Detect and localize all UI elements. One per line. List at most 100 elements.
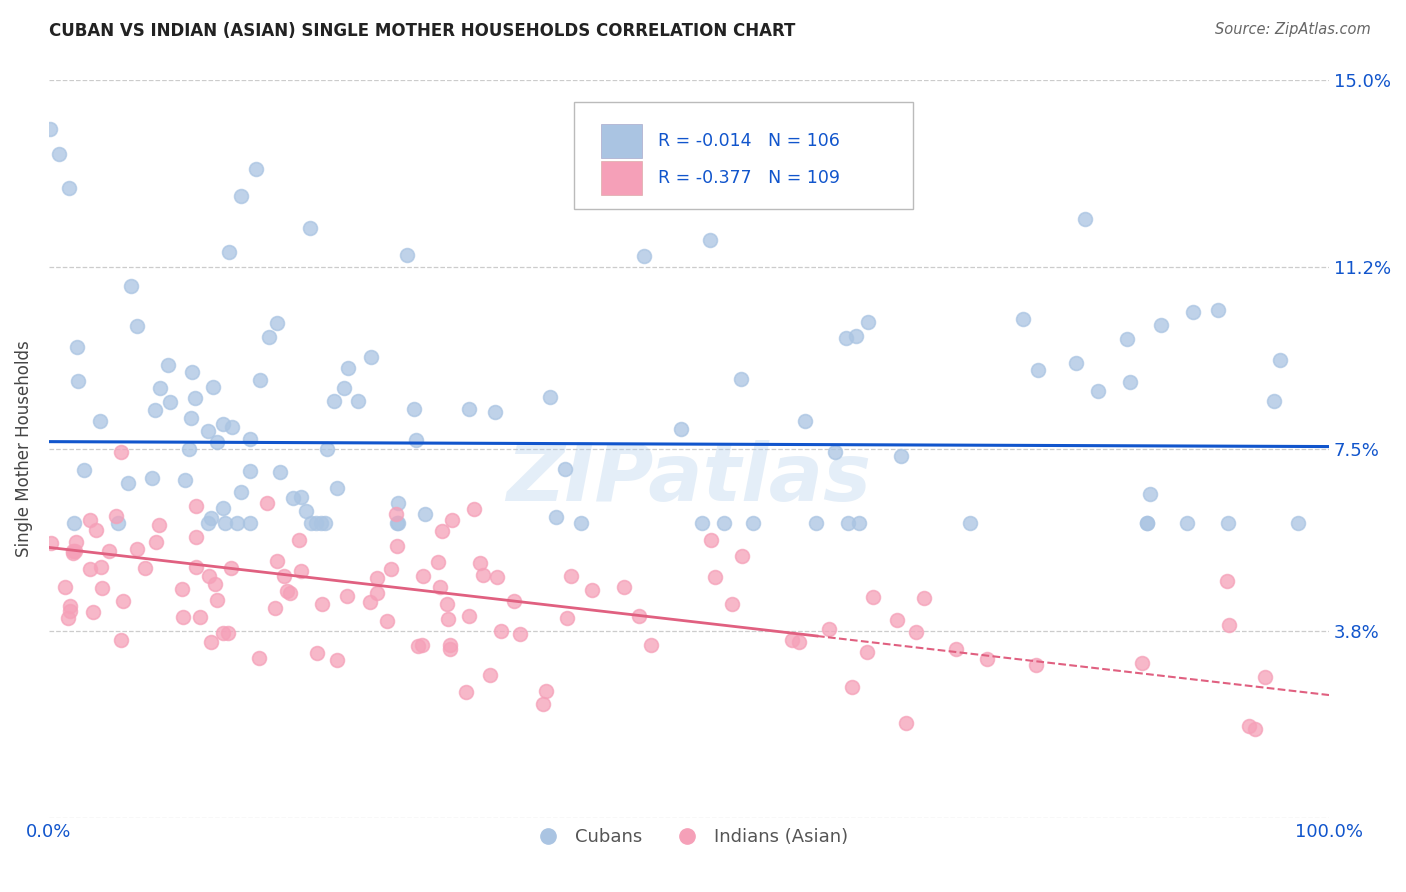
Point [721,597,744,611]
Point [458,608,481,623]
Point [412,568,434,582]
Point [156,359,179,373]
Point [360,350,382,364]
Point [613,580,636,594]
Point [127,319,149,334]
Point [406,639,429,653]
Point [1263,393,1285,408]
Point [184,499,207,513]
Point [110,444,132,458]
Point [38,122,60,136]
Point [1012,312,1035,326]
Point [366,585,388,599]
Point [1216,516,1239,530]
Point [560,569,582,583]
Point [62,546,84,560]
Point [824,444,846,458]
Point [479,668,502,682]
Point [314,516,336,530]
Point [120,279,142,293]
Point [536,683,558,698]
Point [581,583,603,598]
Point [197,425,219,439]
Point [204,576,226,591]
Point [239,464,262,478]
Point [110,633,132,648]
Point [862,590,884,604]
Point [633,249,655,263]
Point [841,681,863,695]
Point [346,393,368,408]
Point [489,624,512,638]
Point [1175,516,1198,530]
Point [1150,318,1173,333]
Point [295,504,318,518]
Point [1119,375,1142,389]
Point [411,639,433,653]
Text: R = -0.014   N = 106: R = -0.014 N = 106 [658,132,841,150]
Point [806,516,828,530]
Point [173,473,195,487]
Point [793,414,815,428]
Point [58,611,80,625]
Point [436,597,458,611]
Point [231,189,253,203]
Point [380,562,402,576]
Point [107,516,129,530]
Point [1026,363,1049,377]
Point [143,403,166,417]
Point [627,608,650,623]
Point [200,511,222,525]
Point [555,611,578,625]
Point [904,625,927,640]
Point [742,516,765,530]
Point [141,471,163,485]
Point [67,374,90,388]
Point [787,634,810,648]
Point [429,580,451,594]
Point [298,220,321,235]
Point [337,360,360,375]
Point [98,544,121,558]
Point [48,146,70,161]
Point [509,627,531,641]
FancyBboxPatch shape [600,161,641,194]
Point [299,516,322,530]
Point [266,316,288,330]
Point [181,365,204,379]
Point [201,380,224,394]
Point [179,442,201,456]
Point [290,491,312,505]
Point [1064,356,1087,370]
Point [305,646,328,660]
Point [395,248,418,262]
Text: CUBAN VS INDIAN (ASIAN) SINGLE MOTHER HOUSEHOLDS CORRELATION CHART: CUBAN VS INDIAN (ASIAN) SINGLE MOTHER HO… [49,22,796,40]
Point [468,556,491,570]
Point [366,571,388,585]
Point [413,507,436,521]
Point [856,645,879,659]
Point [1286,516,1309,530]
Point [1074,211,1097,226]
Point [387,516,409,530]
Point [890,449,912,463]
Point [62,543,84,558]
Point [1087,384,1109,398]
Point [835,331,858,345]
Point [640,638,662,652]
Point [269,465,291,479]
Point [322,393,344,408]
Legend: Cubans, Indians (Asian): Cubans, Indians (Asian) [523,821,856,854]
Point [59,599,82,613]
Point [214,516,236,530]
Point [439,638,461,652]
Point [544,509,567,524]
Point [217,626,239,640]
Point [818,622,841,636]
Point [256,496,278,510]
FancyBboxPatch shape [600,124,641,158]
Point [540,390,562,404]
Point [91,582,114,596]
Point [845,328,868,343]
Text: Source: ZipAtlas.com: Source: ZipAtlas.com [1215,22,1371,37]
